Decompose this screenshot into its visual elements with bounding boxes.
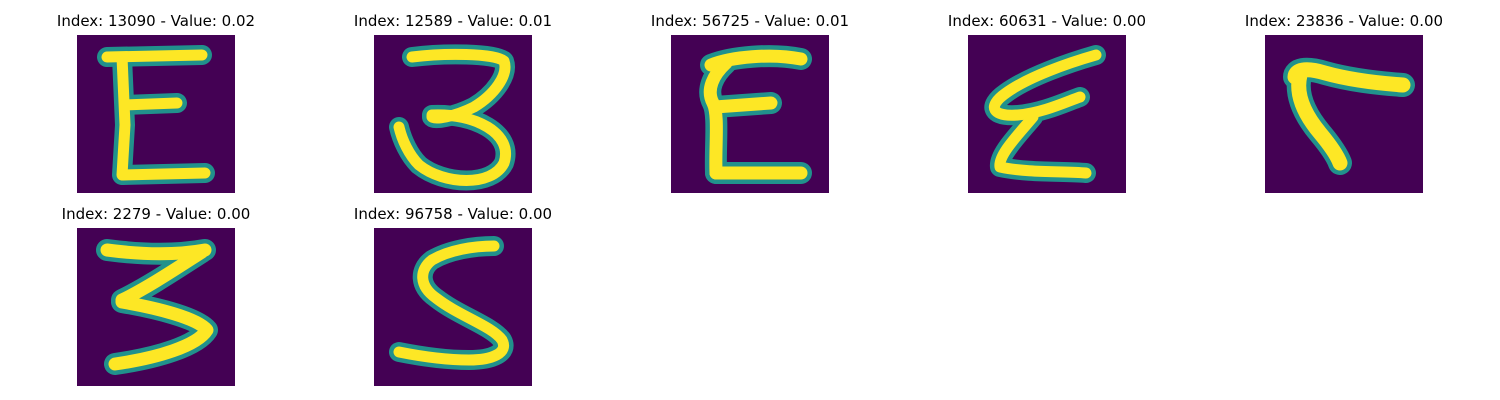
digit-image: [671, 35, 829, 193]
panel-title: Index: 13090 - Value: 0.02: [56, 12, 256, 30]
digit-image: [374, 35, 532, 193]
digit-image: [77, 35, 235, 193]
panel-title: Index: 96758 - Value: 0.00: [353, 205, 553, 223]
panel-title: Index: 23836 - Value: 0.00: [1244, 12, 1444, 30]
digit-image: [968, 35, 1126, 193]
panel-title: Index: 2279 - Value: 0.00: [61, 205, 251, 223]
digit-image: [1265, 35, 1423, 193]
panel-title: Index: 12589 - Value: 0.01: [353, 12, 553, 30]
digit-image: [77, 228, 235, 386]
digit-image: [374, 228, 532, 386]
panel-title: Index: 60631 - Value: 0.00: [947, 12, 1147, 30]
panel-title: Index: 56725 - Value: 0.01: [650, 12, 850, 30]
